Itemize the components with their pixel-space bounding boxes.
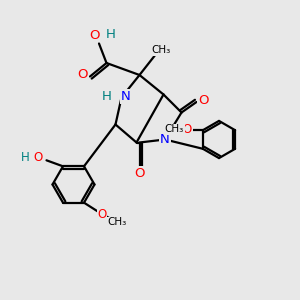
Text: O: O <box>34 152 43 164</box>
Text: CH₃: CH₃ <box>107 217 127 227</box>
Text: CH₃: CH₃ <box>152 45 171 56</box>
Text: O: O <box>183 123 192 136</box>
Text: H: H <box>102 90 112 103</box>
Text: O: O <box>198 94 208 107</box>
Text: N: N <box>160 133 170 146</box>
Text: H: H <box>21 151 30 164</box>
Text: O: O <box>89 28 100 42</box>
Text: N: N <box>121 90 130 103</box>
Text: H: H <box>106 28 115 41</box>
Text: O: O <box>134 167 145 180</box>
Text: CH₃: CH₃ <box>165 124 184 134</box>
Text: O: O <box>98 208 106 220</box>
Text: O: O <box>77 68 88 82</box>
